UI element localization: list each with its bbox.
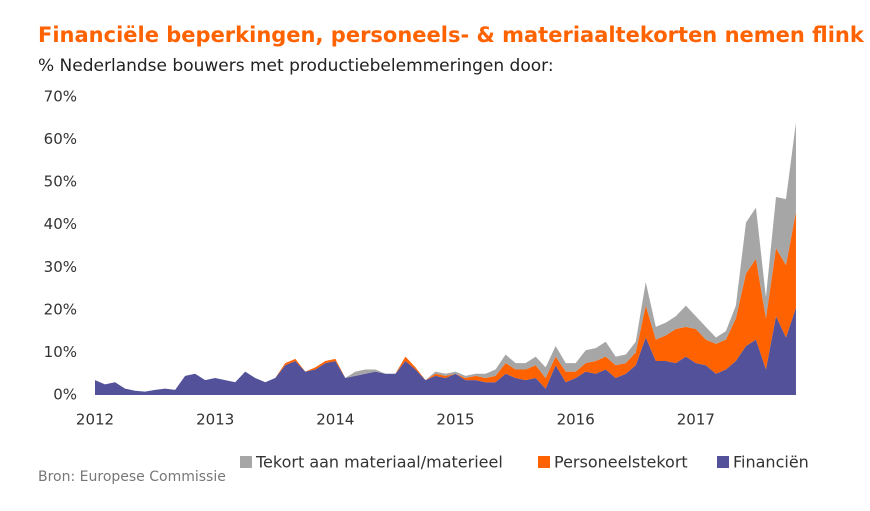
chart-title: Financiële beperkingen, personeels- & ma…	[38, 23, 870, 47]
y-tick-label: 70%	[44, 88, 77, 106]
legend-swatch	[717, 456, 729, 468]
source: Bron: Europese Commissie	[38, 469, 226, 485]
y-tick-label: 40%	[44, 215, 77, 233]
x-tick-label: 2014	[316, 411, 354, 429]
y-tick-label: 50%	[44, 173, 77, 191]
chart-subtitle: % Nederlandse bouwers met productiebelem…	[38, 56, 554, 76]
legend-label: Tekort aan materiaal/materieel	[255, 453, 503, 472]
y-tick-label: 30%	[44, 258, 77, 276]
x-tick-label: 2012	[76, 411, 114, 429]
legend-label: Financiën	[733, 453, 809, 472]
legend-swatch	[538, 456, 550, 468]
x-tick-label: 2016	[557, 411, 595, 429]
x-tick-label: 2017	[677, 411, 715, 429]
y-tick-label: 20%	[44, 300, 77, 318]
y-tick-label: 10%	[44, 343, 77, 361]
legend-swatch	[240, 456, 252, 468]
y-tick-label: 60%	[44, 130, 77, 148]
y-tick-label: 0%	[53, 386, 77, 404]
x-tick-label: 2015	[436, 411, 474, 429]
area	[95, 307, 796, 395]
legend-label: Personeelstekort	[554, 453, 688, 472]
x-tick-label: 2013	[196, 411, 234, 429]
